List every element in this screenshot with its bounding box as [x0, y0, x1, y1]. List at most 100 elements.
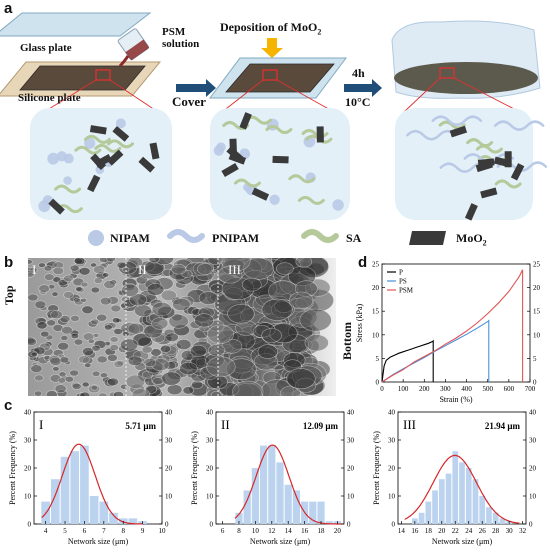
- sem-pore: [44, 273, 55, 281]
- hist-bar: [452, 451, 459, 524]
- psm-film-shape: [19, 65, 146, 91]
- sem-pore: [73, 338, 84, 346]
- sem-pore: [286, 368, 316, 390]
- y2-tick-label: 30: [347, 437, 355, 445]
- sem-pore: [84, 362, 92, 368]
- highlight-box-1: [95, 69, 111, 81]
- hist-bar: [80, 445, 89, 524]
- sem-pore: [261, 298, 293, 321]
- y-tick-label: 30: [388, 437, 396, 445]
- hist-bar: [128, 518, 138, 524]
- deposition-text: Deposition of MoO: [220, 20, 318, 34]
- sem-pore: [165, 332, 179, 343]
- x-tick-label: 22: [452, 527, 460, 535]
- hist-bar: [499, 518, 506, 524]
- x-tick-label: 16: [411, 527, 419, 535]
- sa-chain: [475, 144, 503, 154]
- sem-pore: [176, 339, 192, 351]
- sem-pore: [80, 297, 87, 303]
- moo2-text: MoO: [456, 231, 483, 245]
- sem-pore: [43, 265, 53, 272]
- hist-bar: [486, 507, 492, 524]
- sem-pore: [206, 356, 236, 378]
- sem-pore: [110, 304, 122, 313]
- nipam-dot: [47, 152, 60, 165]
- moo2-flake: [272, 155, 289, 164]
- hist-bar: [99, 501, 109, 524]
- sem-pore: [129, 293, 148, 307]
- top-text: Top: [2, 285, 16, 305]
- pour-stream: [118, 55, 130, 68]
- hist-bar: [276, 462, 284, 524]
- hist-bar: [465, 468, 472, 524]
- sem-pore: [38, 262, 46, 268]
- y2-tick-label: 30: [165, 437, 173, 445]
- sem-pore: [40, 330, 50, 338]
- x-tick-label: 16: [301, 527, 309, 535]
- sem-pore: [127, 355, 143, 367]
- x-axis-label: Network size (μm): [432, 537, 493, 546]
- sem-pore: [227, 304, 255, 324]
- series-line-psm: [381, 269, 524, 383]
- sem-pore: [59, 315, 71, 323]
- y2-tick-label: 40: [529, 409, 537, 417]
- mean-size-annotation: 12.09 μm: [303, 421, 339, 431]
- y-tick-label: 25: [372, 261, 380, 269]
- legend-pnipam-label: PNIPAM: [212, 231, 260, 245]
- nipam-dot: [63, 176, 72, 185]
- y-tick-label: 0: [28, 521, 32, 529]
- sem-pore: [80, 281, 89, 288]
- panel-a-schematic: [0, 12, 548, 246]
- sem-pore: [59, 356, 70, 364]
- legend-label-psm: PSM: [399, 287, 414, 295]
- sem-pore: [28, 293, 39, 302]
- pnipam-chain: [493, 120, 545, 131]
- sem-pore: [75, 286, 83, 292]
- nipam-dot: [56, 151, 67, 162]
- sem-pore: [152, 377, 164, 386]
- zoom-bubble-3: [395, 108, 533, 220]
- hydrogel-network-shape: [394, 62, 538, 94]
- sem-pore: [107, 353, 118, 362]
- sem-pore: [107, 377, 119, 387]
- beaker-icon: [117, 28, 150, 61]
- sem-pore: [189, 344, 207, 357]
- moo2-flake: [510, 163, 525, 181]
- sem-pore: [194, 313, 214, 328]
- y-axis-label: Percent Frequency (%): [190, 431, 199, 505]
- region-ii-label: II: [138, 262, 147, 277]
- hist-bar: [438, 479, 445, 524]
- sem-pore: [166, 384, 183, 396]
- hist-bar: [259, 445, 268, 524]
- histogram-ii: 6 8 10 12 14 16 18 20 0 0 10 10 20 20 30 30 40 40 II 12.09 …: [190, 409, 355, 547]
- sem-pore: [70, 332, 80, 339]
- deposition-subscript: 2: [317, 27, 322, 37]
- sem-pore: [52, 266, 65, 275]
- sem-pore: [54, 384, 67, 394]
- hist-bar: [317, 501, 325, 524]
- x-tick-label: 20: [438, 527, 446, 535]
- y2-tick-label: 20: [347, 465, 355, 473]
- x-tick-label: 8: [237, 527, 241, 535]
- sem-pore: [125, 374, 146, 389]
- moo2-flake: [48, 198, 65, 215]
- hist-bar: [50, 479, 60, 524]
- sem-pore: [64, 375, 74, 383]
- pnipam-chain: [431, 115, 483, 126]
- y-tick-label: 20: [24, 465, 32, 473]
- x-tick-label: 18: [318, 527, 326, 535]
- moo2-flake: [477, 158, 495, 167]
- x-tick-label: 300: [440, 385, 451, 393]
- y2-tick-label: 0: [533, 379, 537, 387]
- sem-pore: [98, 392, 108, 396]
- sem-pore: [96, 313, 108, 322]
- sem-pore: [127, 322, 145, 335]
- x-tick-label: 100: [398, 385, 409, 393]
- x-tick-label: 9: [141, 527, 145, 535]
- y-tick-label: 20: [372, 284, 380, 292]
- nipam-dot: [115, 118, 126, 129]
- y-tick-label: 10: [372, 331, 380, 339]
